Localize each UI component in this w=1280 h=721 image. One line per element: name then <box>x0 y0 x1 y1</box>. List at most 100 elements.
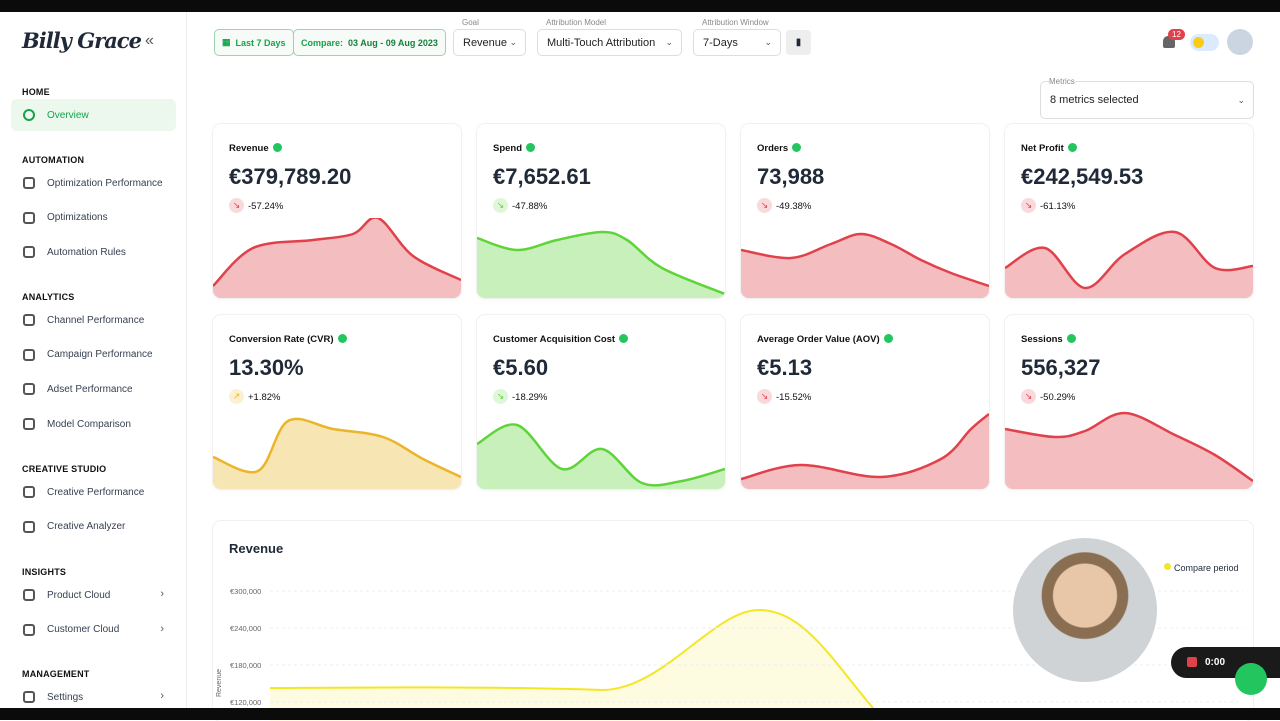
trend-icon: ↘ <box>229 198 244 213</box>
card-change: -18.29% <box>512 392 548 403</box>
card-label: Average Order Value (AOV) <box>757 334 893 345</box>
sparkline-line <box>213 417 461 479</box>
nav-item[interactable]: Creative Analyzer <box>11 511 176 543</box>
card-change: -61.13% <box>1040 201 1076 212</box>
nav-item[interactable]: Settings › <box>11 681 176 713</box>
trend-icon: ↘ <box>1021 198 1036 213</box>
model-select[interactable]: Attribution Model Multi-Touch Attribution… <box>537 18 682 56</box>
sparkline-line <box>1005 230 1253 290</box>
logo: Billy Grace <box>22 28 142 53</box>
sparkline <box>1005 230 1253 298</box>
info-icon <box>883 334 893 343</box>
nav-item[interactable]: Model Comparison <box>11 408 176 440</box>
nav-icon <box>23 348 35 361</box>
sparkline <box>477 423 725 489</box>
compare-button[interactable]: Compare: 03 Aug - 09 Aug 2023 <box>293 29 446 56</box>
nav-item[interactable]: Overview <box>11 99 176 131</box>
trend-icon: ↘ <box>1021 389 1036 404</box>
y-tick-label: €300,000 <box>230 587 261 596</box>
collapse-button[interactable]: « <box>145 32 154 49</box>
nav-label: Creative Performance <box>47 486 145 498</box>
date-button[interactable]: ▦ Last 7 Days <box>214 29 294 56</box>
window-select[interactable]: Attribution Window 7-Days ⌄ <box>693 18 781 56</box>
card-label-text: Revenue <box>229 143 269 154</box>
nav-item[interactable]: Optimization Performance <box>11 167 176 199</box>
info-icon <box>272 143 282 152</box>
window-value: 7-Days <box>703 36 738 49</box>
sparkline-line <box>477 423 725 487</box>
nav-label: Settings <box>47 691 84 703</box>
revenue-panel: Revenue Compare period Revenue €300,000 €… <box>213 521 1253 721</box>
card-label: Customer Acquisition Cost <box>493 334 629 345</box>
revenue-chart: Revenue €300,000 €240,000 €180,000 €120,000 <box>216 587 1243 721</box>
model-label: Attribution Model <box>546 18 607 27</box>
card-label: Net Profit <box>1021 143 1077 154</box>
metric-card: Spend €7,652.61 ↘ -47.88% <box>477 124 725 298</box>
sparkline <box>741 413 989 489</box>
panel-title: Revenue <box>229 541 284 556</box>
metric-card: Conversion Rate (CVR) 13.30% ↗ +1.82% <box>213 315 461 489</box>
goal-select[interactable]: Goal Revenue ⌄ <box>453 18 526 56</box>
card-value: 73,988 <box>757 164 825 189</box>
nav-label: Customer Cloud <box>47 624 120 636</box>
nav-item[interactable]: Campaign Performance <box>11 339 176 371</box>
y-axis-label: Revenue <box>216 669 223 697</box>
card-label-text: Orders <box>757 143 789 154</box>
avatar[interactable] <box>1227 29 1253 55</box>
sparkline <box>1005 411 1253 489</box>
card-label-text: Net Profit <box>1021 143 1064 154</box>
nav-label: Product Cloud <box>47 589 111 601</box>
trend-icon: ↗ <box>229 389 244 404</box>
nav-item[interactable]: Product Cloud › <box>11 579 176 611</box>
card-label: Orders <box>757 143 802 154</box>
nav-item[interactable]: Customer Cloud › <box>11 614 176 646</box>
nav-icon <box>23 314 35 326</box>
card-change: -47.88% <box>512 201 548 212</box>
nav-item[interactable]: Automation Rules <box>11 236 176 268</box>
theme-toggle[interactable] <box>1190 34 1219 51</box>
card-value: 13.30% <box>229 355 304 380</box>
nav-label: Creative Analyzer <box>47 521 126 533</box>
section-title: MANAGEMENT <box>22 669 90 679</box>
nav-item[interactable]: Creative Performance <box>11 476 176 508</box>
nav-item[interactable]: Channel Performance <box>11 304 176 336</box>
nav-label: Model Comparison <box>47 418 131 430</box>
card-value: €7,652.61 <box>493 164 591 189</box>
goal-label: Goal <box>462 18 479 27</box>
model-value: Multi-Touch Attribution <box>547 36 656 49</box>
compare-area <box>270 609 873 721</box>
legend-label: Compare period <box>1174 563 1239 573</box>
card-label-text: Spend <box>493 143 523 154</box>
sparkline <box>741 232 989 298</box>
metric-card: Revenue €379,789.20 ↘ -57.24% <box>213 124 461 298</box>
card-change: -15.52% <box>776 392 812 403</box>
chat-button[interactable] <box>1235 663 1267 695</box>
card-label-text: Conversion Rate (CVR) <box>229 334 334 345</box>
bookmark-button[interactable]: ▮ <box>786 30 811 55</box>
card-label: Sessions <box>1021 334 1076 345</box>
sparkline-area <box>1005 231 1253 298</box>
recorder-time: 0:00 <box>1205 657 1226 668</box>
nav-item[interactable]: Adset Performance <box>11 373 176 405</box>
nav-icon <box>23 246 35 259</box>
section-title: INSIGHTS <box>22 567 67 577</box>
nav-item[interactable]: Optimizations <box>11 202 176 234</box>
sparkline-area <box>213 218 461 298</box>
metric-card: Customer Acquisition Cost €5.60 ↘ -18.29% <box>477 315 725 489</box>
nav-label: Optimization Performance <box>47 177 163 189</box>
trend-icon: ↘ <box>757 389 772 404</box>
trend-icon: ↘ <box>757 198 772 213</box>
sparkline-line <box>741 232 989 288</box>
card-value: €379,789.20 <box>229 164 352 189</box>
stop-button[interactable] <box>1187 657 1197 667</box>
card-value: 556,327 <box>1021 355 1101 380</box>
sparkline-area <box>477 424 725 489</box>
card-value: €242,549.53 <box>1021 164 1144 189</box>
sparkline-area <box>1005 412 1253 489</box>
nav-icon <box>23 418 35 431</box>
trend-icon: ↘ <box>493 198 508 213</box>
chevron: › <box>160 690 164 702</box>
nav-icon <box>23 177 35 189</box>
metrics-select[interactable]: Metrics 8 metrics selected ⌄ <box>1040 77 1254 119</box>
